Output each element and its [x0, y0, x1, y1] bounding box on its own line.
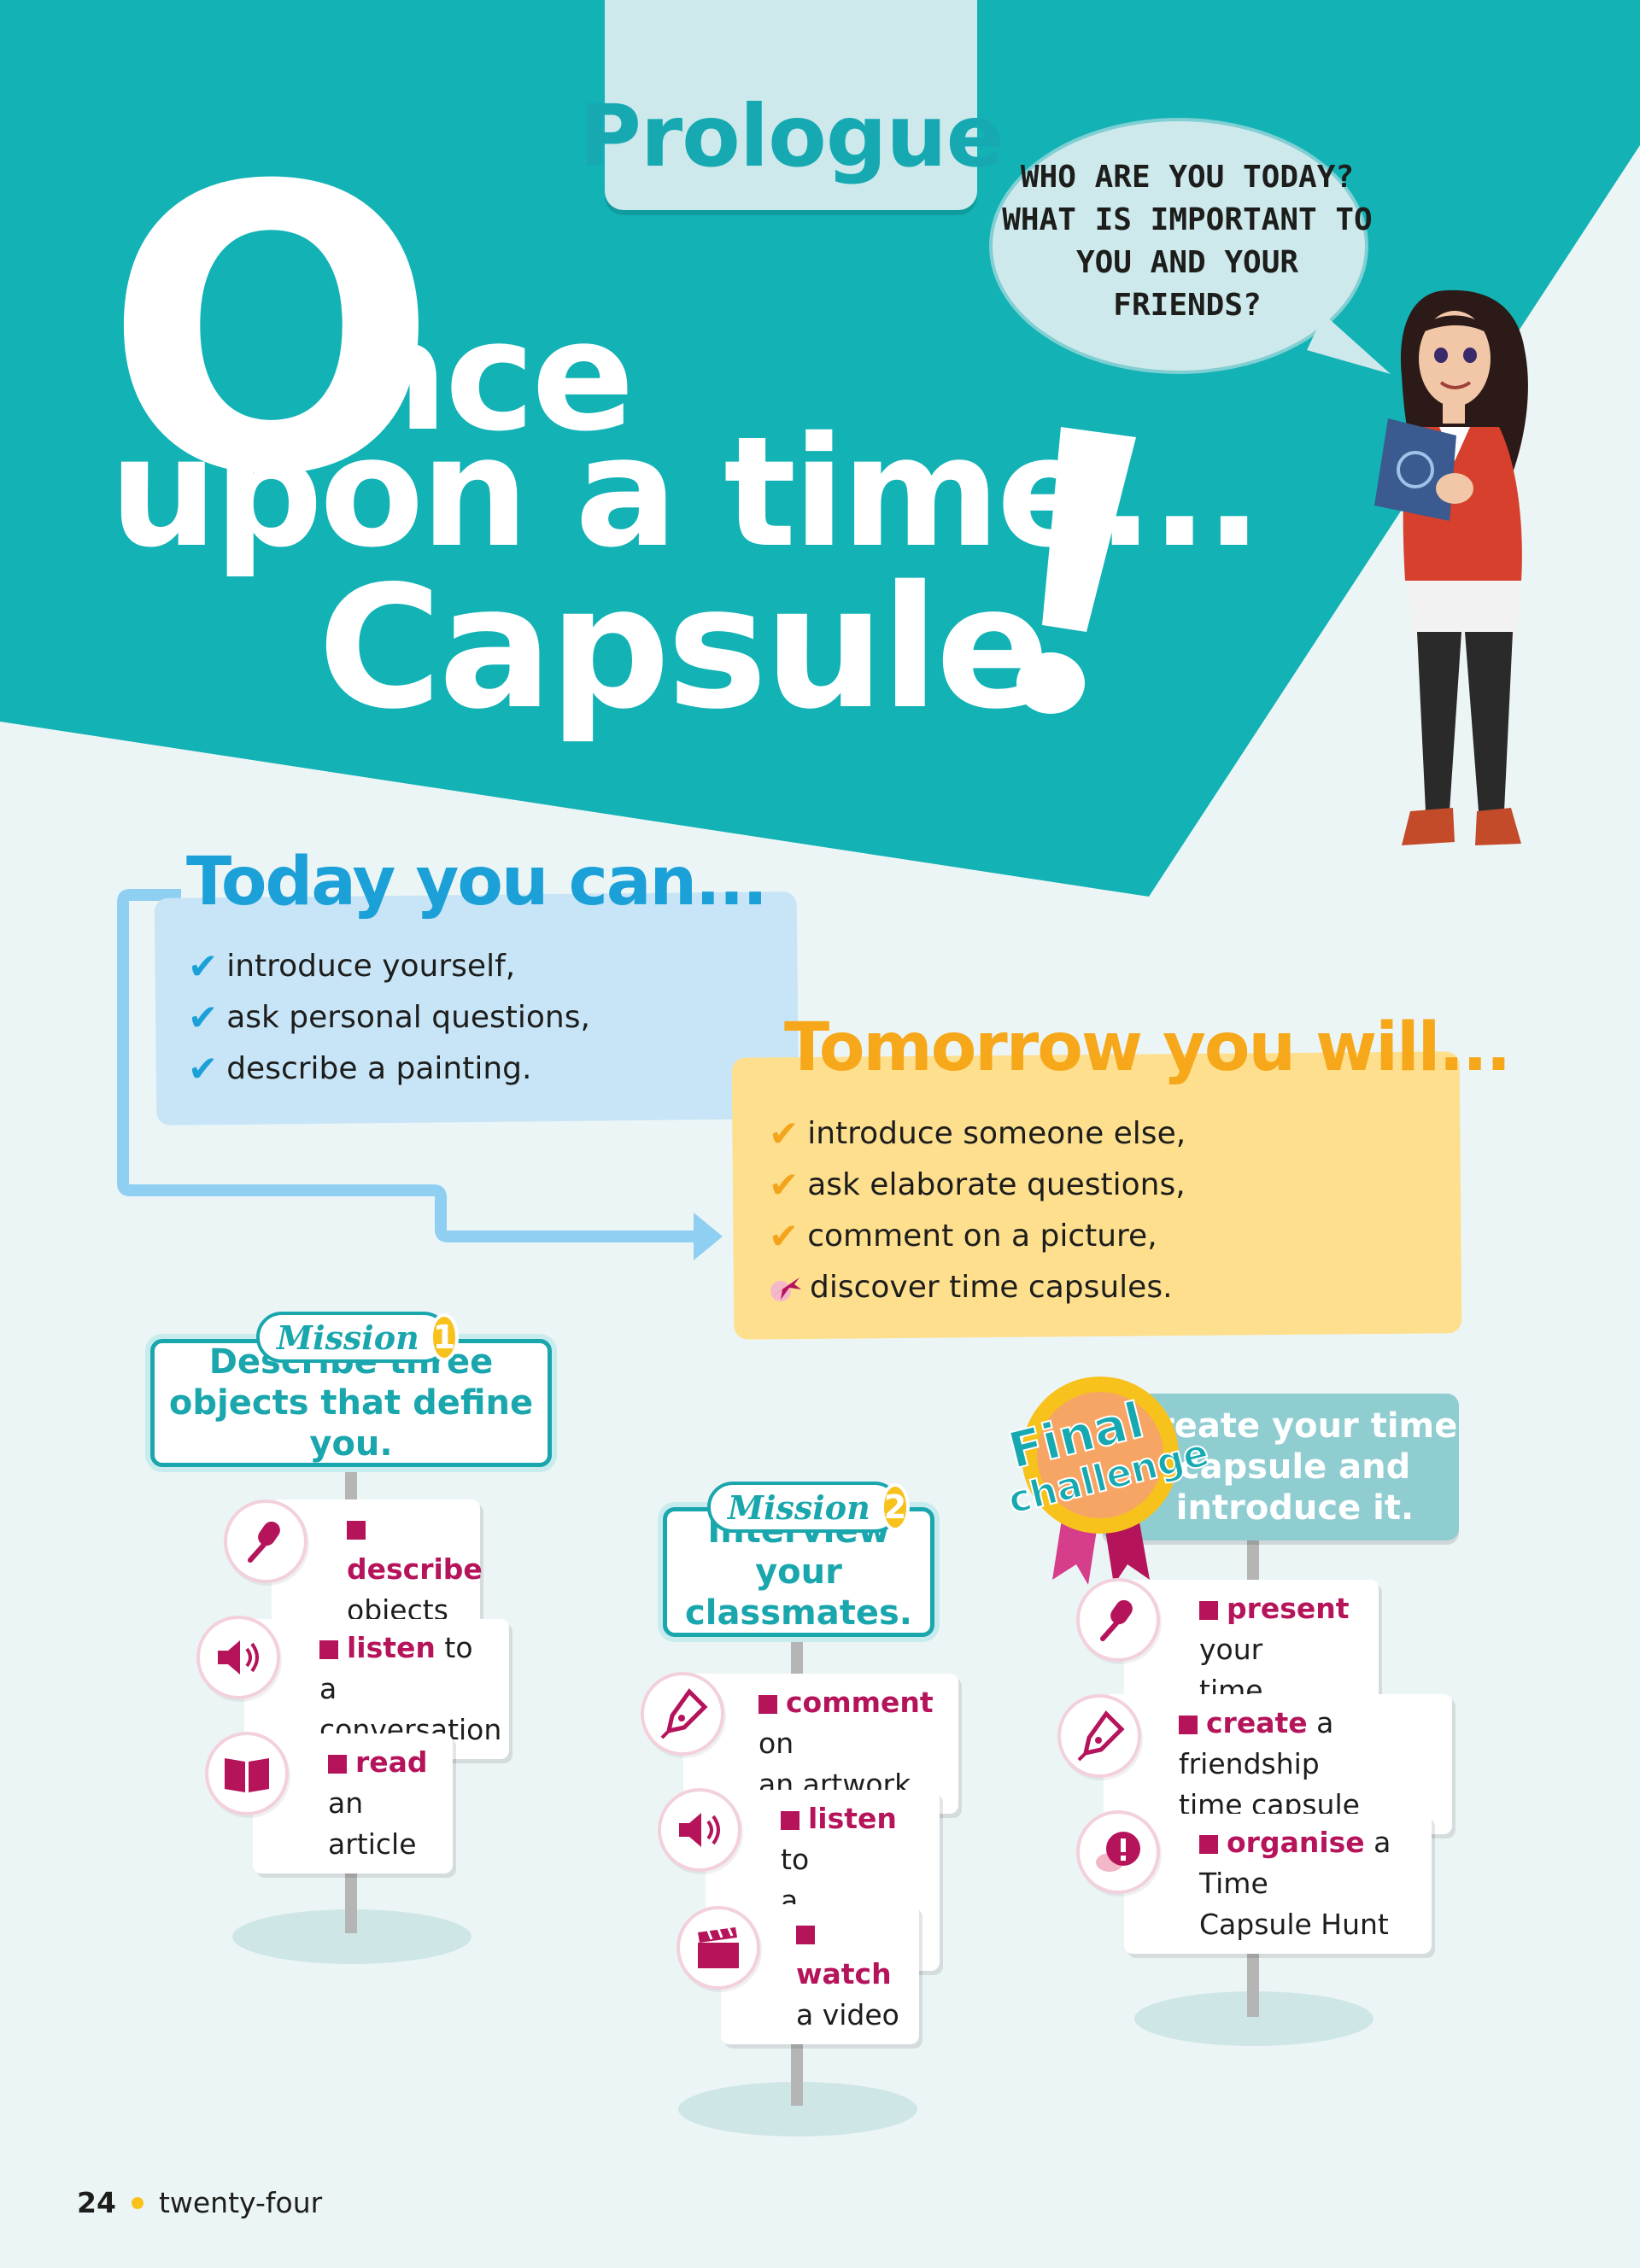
- list-item: ✔ ask elaborate questions,: [769, 1160, 1186, 1211]
- prologue-label: Prologue: [578, 86, 1004, 186]
- prologue-tab: Prologue: [579, 0, 1004, 210]
- list-item: ✔ describe a painting.: [188, 1043, 590, 1095]
- speech-bubble-shape: [989, 118, 1391, 374]
- check-icon: ✔: [188, 1048, 219, 1090]
- check-icon: ✔: [769, 1164, 800, 1206]
- speech-bubble-text: WHO ARE YOU TODAY? WHAT IS IMPORTANT TO …: [1002, 160, 1373, 323]
- mission2-number: 2: [880, 1483, 911, 1531]
- title-line3: Capsule: [318, 549, 1051, 746]
- bullet-dot-icon: [131, 2196, 144, 2209]
- mission2-label: Mission 2: [707, 1482, 911, 1533]
- check-icon: ✔: [188, 945, 219, 987]
- microphone-icon: [1076, 1578, 1160, 1662]
- list-item: ✔ introduce someone else,: [769, 1108, 1186, 1160]
- page-footer: 24 twenty-four: [77, 2186, 322, 2219]
- check-icon: ✔: [769, 1215, 800, 1257]
- airplane-icon: [770, 1277, 801, 1301]
- tomorrow-heading: Tomorrow you will...: [784, 1009, 1511, 1086]
- list-item: discover time capsules.: [769, 1262, 1186, 1313]
- final-challenge-card: Create your time capsule and introduce i…: [1102, 1394, 1459, 1540]
- title-line1: nce: [340, 288, 635, 465]
- title-letter-o: O: [104, 104, 438, 561]
- list-item: ✔ ask personal questions,: [188, 992, 590, 1043]
- mission1-number: 1: [429, 1313, 460, 1361]
- bullet-square-icon: [1199, 1835, 1218, 1854]
- check-icon: ✔: [769, 1113, 800, 1154]
- mission1-label: Mission 1: [256, 1312, 460, 1363]
- signpost-organise-hunt: organise a Time Capsule Hunt: [1124, 1814, 1432, 1954]
- exclamation-mark-icon: [1016, 427, 1136, 714]
- bullet-square-icon: [328, 1755, 347, 1774]
- bullet-square-icon: [796, 1926, 815, 1944]
- bullet-square-icon: [1199, 1601, 1218, 1620]
- bullet-square-icon: [319, 1640, 338, 1659]
- bullet-square-icon: [1179, 1716, 1198, 1734]
- bullet-square-icon: [347, 1521, 366, 1540]
- check-icon: ✔: [188, 997, 219, 1038]
- list-item: ✔ introduce yourself,: [188, 941, 590, 992]
- microphone-icon: [224, 1499, 308, 1583]
- speaker-icon: [196, 1616, 280, 1699]
- speech-bubble-icon: [1076, 1810, 1160, 1894]
- bullet-square-icon: [758, 1695, 777, 1714]
- today-heading: Today you can...: [186, 844, 768, 921]
- final-challenge-text: Create your time capsule and introduce i…: [1132, 1406, 1458, 1528]
- mission2-word: Mission: [728, 1488, 870, 1527]
- girl-character-illustration: [1374, 289, 1528, 845]
- page-number-words: twenty-four: [158, 2186, 323, 2219]
- signpost-read-article: read an article: [253, 1733, 453, 1873]
- bullet-square-icon: [781, 1811, 800, 1830]
- page-number: 24: [77, 2186, 116, 2219]
- signpost-create-capsule: create a friendship time capsule: [1104, 1694, 1452, 1834]
- list-item: ✔ comment on a picture,: [769, 1211, 1186, 1262]
- speaker-icon: [658, 1788, 741, 1872]
- today-list: ✔ introduce yourself, ✔ ask personal quest…: [188, 941, 590, 1095]
- mission1-word: Mission: [277, 1318, 419, 1357]
- tomorrow-list: ✔ introduce someone else, ✔ ask elaborate …: [769, 1108, 1186, 1313]
- book-icon: [205, 1732, 289, 1815]
- clapperboard-icon: [676, 1906, 760, 1990]
- pen-nib-icon: [641, 1672, 724, 1756]
- final-challenge-badge-icon: [1022, 1377, 1179, 1585]
- pen-nib-icon: [1057, 1694, 1141, 1778]
